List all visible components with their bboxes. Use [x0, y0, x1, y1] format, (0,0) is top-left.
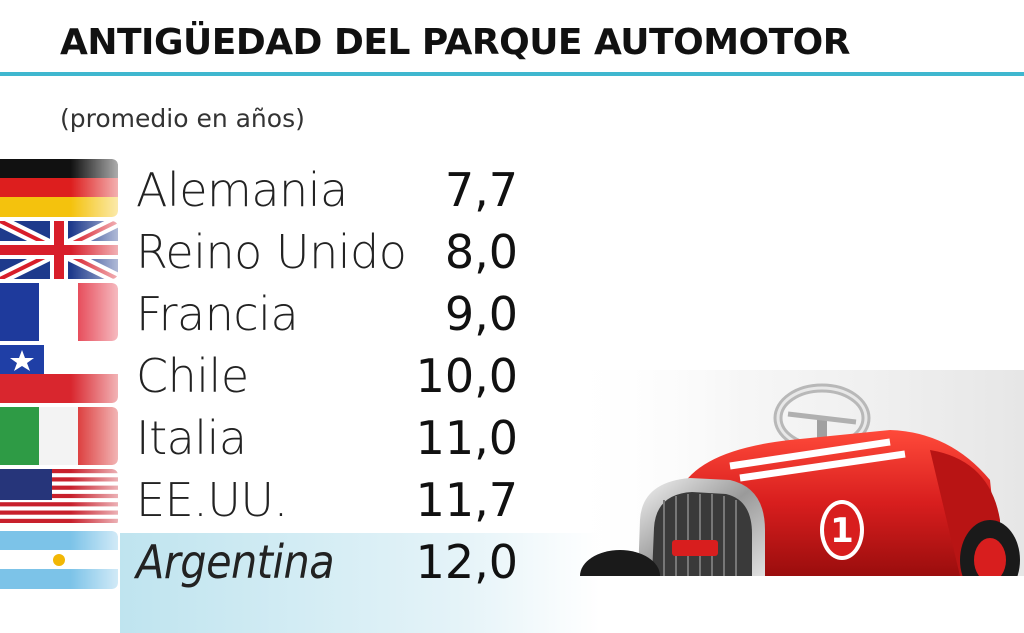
table-row: Italia 11,0 [0, 405, 620, 468]
chile-flag-icon [0, 345, 118, 403]
usa-flag-icon [0, 469, 118, 527]
svg-text:1: 1 [830, 511, 854, 551]
country-label: Alemania [136, 163, 348, 217]
country-label: Reino Unido [136, 225, 407, 279]
table-row: Chile 10,0 [0, 343, 620, 406]
table-row: Francia 9,0 [0, 281, 620, 344]
chart-title: ANTIGÜEDAD DEL PARQUE AUTOMOTOR [60, 22, 851, 63]
country-label: Francia [136, 287, 299, 341]
country-label: Chile [136, 349, 249, 403]
table-row: EE.UU. 11,7 [0, 467, 620, 530]
age-value: 12,0 [415, 535, 518, 589]
age-value: 7,7 [444, 163, 518, 217]
argentina-flag-icon [0, 531, 118, 589]
red-toy-pedal-car-icon: 1 [560, 370, 1024, 576]
table-row: Reino Unido 8,0 [0, 219, 620, 282]
table-row: Alemania 7,7 [0, 157, 620, 220]
age-table: Alemania 7,7 Reino Unido 8,0 Francia 9,0 Chile… [0, 157, 620, 633]
age-value: 10,0 [415, 349, 518, 403]
country-label: Italia [136, 411, 247, 465]
france-flag-icon [0, 283, 118, 341]
table-row: Argentina 12,0 [0, 529, 620, 633]
uk-flag-icon [0, 221, 118, 279]
age-value: 9,0 [444, 287, 518, 341]
country-label: Argentina [136, 535, 335, 589]
italy-flag-icon [0, 407, 118, 465]
country-label: EE.UU. [136, 473, 288, 527]
germany-flag-icon [0, 159, 118, 217]
age-value: 8,0 [444, 225, 518, 279]
chart-subtitle: (promedio en años) [60, 104, 305, 133]
title-underline [0, 72, 1024, 76]
age-value: 11,7 [415, 473, 518, 527]
age-value: 11,0 [415, 411, 518, 465]
